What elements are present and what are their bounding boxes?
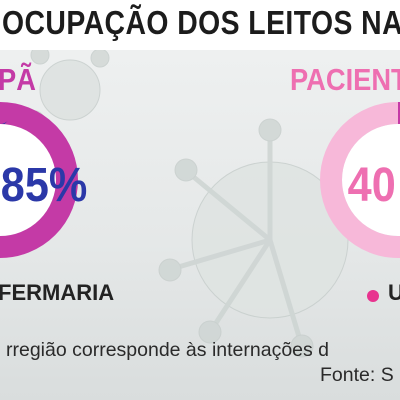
- legend-dot: [367, 290, 379, 302]
- left-slice-0: [0, 102, 78, 258]
- virus-illustration: [25, 50, 349, 358]
- left-legend-label: FERMARIA: [0, 280, 115, 305]
- footnote: rregião corresponde às internações d: [6, 339, 330, 361]
- left-percent-label: 85%: [0, 159, 88, 212]
- left-donut-center: [0, 124, 56, 236]
- background: [0, 50, 400, 400]
- right-panel-header: PACIENTE: [290, 62, 400, 97]
- right-donut-center: [342, 124, 400, 236]
- right-percent-label: 40: [347, 159, 396, 212]
- donut-chart-right: [320, 102, 400, 258]
- donut-chart-left: [0, 102, 78, 258]
- left-panel-header: PÃ: [0, 62, 36, 97]
- page-title: OCUPAÇÃO DOS LEITOS NA SAN: [2, 4, 400, 41]
- source-credit: Fonte: S: [320, 364, 394, 386]
- right-slice-1: [320, 102, 400, 258]
- right-legend-label: U: [388, 280, 400, 305]
- title-band: OCUPAÇÃO DOS LEITOS NA SAN: [0, 0, 400, 50]
